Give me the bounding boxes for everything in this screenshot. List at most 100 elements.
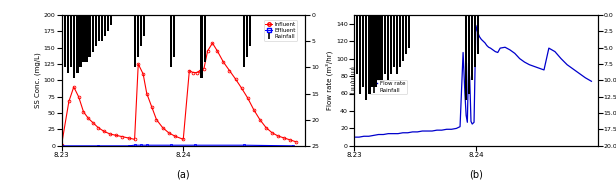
Line: Influent: Influent bbox=[60, 42, 298, 146]
Influent bbox=[171, 135, 179, 137]
Bar bbox=[389, 15, 392, 74]
Influent bbox=[232, 78, 239, 80]
Flow rate bbox=[483, 44, 490, 47]
Bar bbox=[468, 15, 470, 94]
Bar bbox=[356, 15, 359, 74]
Influent bbox=[214, 50, 221, 52]
Effluent bbox=[143, 144, 150, 146]
Influent bbox=[143, 92, 150, 95]
Influent bbox=[275, 135, 282, 137]
Bar bbox=[375, 15, 376, 87]
Bar bbox=[387, 15, 389, 80]
Bar bbox=[365, 15, 368, 100]
Influent bbox=[293, 141, 300, 143]
Bar bbox=[402, 15, 404, 61]
Bar bbox=[246, 15, 248, 57]
Bar bbox=[362, 15, 365, 87]
Influent bbox=[153, 119, 160, 121]
Influent bbox=[113, 134, 120, 137]
Influent bbox=[89, 122, 97, 124]
Bar bbox=[371, 15, 373, 87]
Influent bbox=[70, 86, 78, 88]
Influent bbox=[209, 42, 216, 44]
Bar bbox=[86, 15, 87, 62]
Bar bbox=[249, 15, 251, 46]
Effluent bbox=[94, 145, 102, 147]
Influent bbox=[139, 73, 147, 75]
Bar bbox=[64, 15, 67, 67]
Y-axis label: SS Conc. (mg/L): SS Conc. (mg/L) bbox=[34, 53, 41, 108]
Flow rate bbox=[469, 123, 476, 125]
Influent bbox=[125, 137, 132, 139]
Influent bbox=[94, 126, 102, 129]
Flow rate bbox=[409, 131, 416, 133]
Influent bbox=[204, 50, 211, 52]
Bar bbox=[67, 15, 70, 73]
Bar bbox=[408, 15, 410, 48]
Bar bbox=[97, 15, 100, 41]
Influent bbox=[131, 138, 139, 140]
Bar bbox=[79, 15, 81, 67]
Influent bbox=[148, 105, 155, 108]
Text: (a): (a) bbox=[176, 170, 190, 180]
Influent bbox=[197, 69, 204, 72]
Flow rate bbox=[351, 136, 358, 138]
Legend: Flow rate, Rainfall: Flow rate, Rainfall bbox=[369, 80, 407, 94]
Bar bbox=[143, 15, 145, 36]
Influent bbox=[65, 100, 73, 102]
Effluent bbox=[192, 144, 199, 146]
Bar bbox=[140, 15, 142, 46]
Flow rate bbox=[588, 80, 595, 82]
Influent bbox=[75, 96, 83, 98]
Bar bbox=[477, 15, 479, 54]
Bar bbox=[92, 15, 94, 52]
Influent bbox=[262, 126, 270, 129]
Effluent bbox=[137, 144, 144, 146]
Bar bbox=[134, 15, 136, 67]
Bar bbox=[465, 15, 467, 100]
Bar bbox=[204, 15, 206, 62]
Bar bbox=[378, 15, 379, 80]
Bar bbox=[89, 15, 91, 57]
Effluent bbox=[131, 144, 139, 146]
Bar bbox=[95, 15, 97, 46]
Influent bbox=[134, 63, 142, 65]
Effluent bbox=[240, 144, 248, 146]
Effluent bbox=[125, 145, 132, 147]
Bar bbox=[392, 15, 395, 67]
Effluent bbox=[289, 145, 296, 147]
Influent bbox=[220, 61, 227, 63]
Influent bbox=[193, 71, 200, 74]
Bar bbox=[405, 15, 407, 54]
Bar bbox=[399, 15, 401, 67]
Influent bbox=[200, 68, 208, 70]
Bar bbox=[103, 15, 106, 36]
Bar bbox=[100, 15, 103, 41]
Flow rate bbox=[472, 24, 480, 27]
Influent bbox=[256, 119, 264, 121]
Influent bbox=[238, 87, 245, 89]
Influent bbox=[189, 71, 197, 74]
Bar bbox=[173, 15, 175, 57]
Influent bbox=[159, 126, 166, 129]
Legend: Influent, Effluent, Rainfall: Influent, Effluent, Rainfall bbox=[264, 20, 298, 41]
Influent bbox=[250, 109, 257, 111]
Bar bbox=[471, 15, 473, 80]
Bar bbox=[83, 15, 84, 62]
Bar bbox=[368, 15, 370, 94]
Y-axis label: Rainfall Intensity
(mm/hr): Rainfall Intensity (mm/hr) bbox=[349, 51, 362, 110]
Bar bbox=[110, 15, 112, 25]
Line: Flow rate: Flow rate bbox=[354, 25, 591, 137]
Line: Effluent: Effluent bbox=[60, 144, 294, 147]
Flow rate bbox=[545, 47, 553, 49]
Bar bbox=[381, 15, 383, 80]
Influent bbox=[226, 69, 233, 72]
Y-axis label: Flow rate (m³/hr): Flow rate (m³/hr) bbox=[326, 51, 333, 110]
Bar bbox=[107, 15, 109, 31]
Bar bbox=[359, 15, 362, 94]
Bar bbox=[243, 15, 245, 67]
Influent bbox=[84, 117, 92, 119]
Influent bbox=[185, 69, 193, 72]
Influent bbox=[269, 132, 276, 134]
Effluent bbox=[168, 144, 175, 146]
